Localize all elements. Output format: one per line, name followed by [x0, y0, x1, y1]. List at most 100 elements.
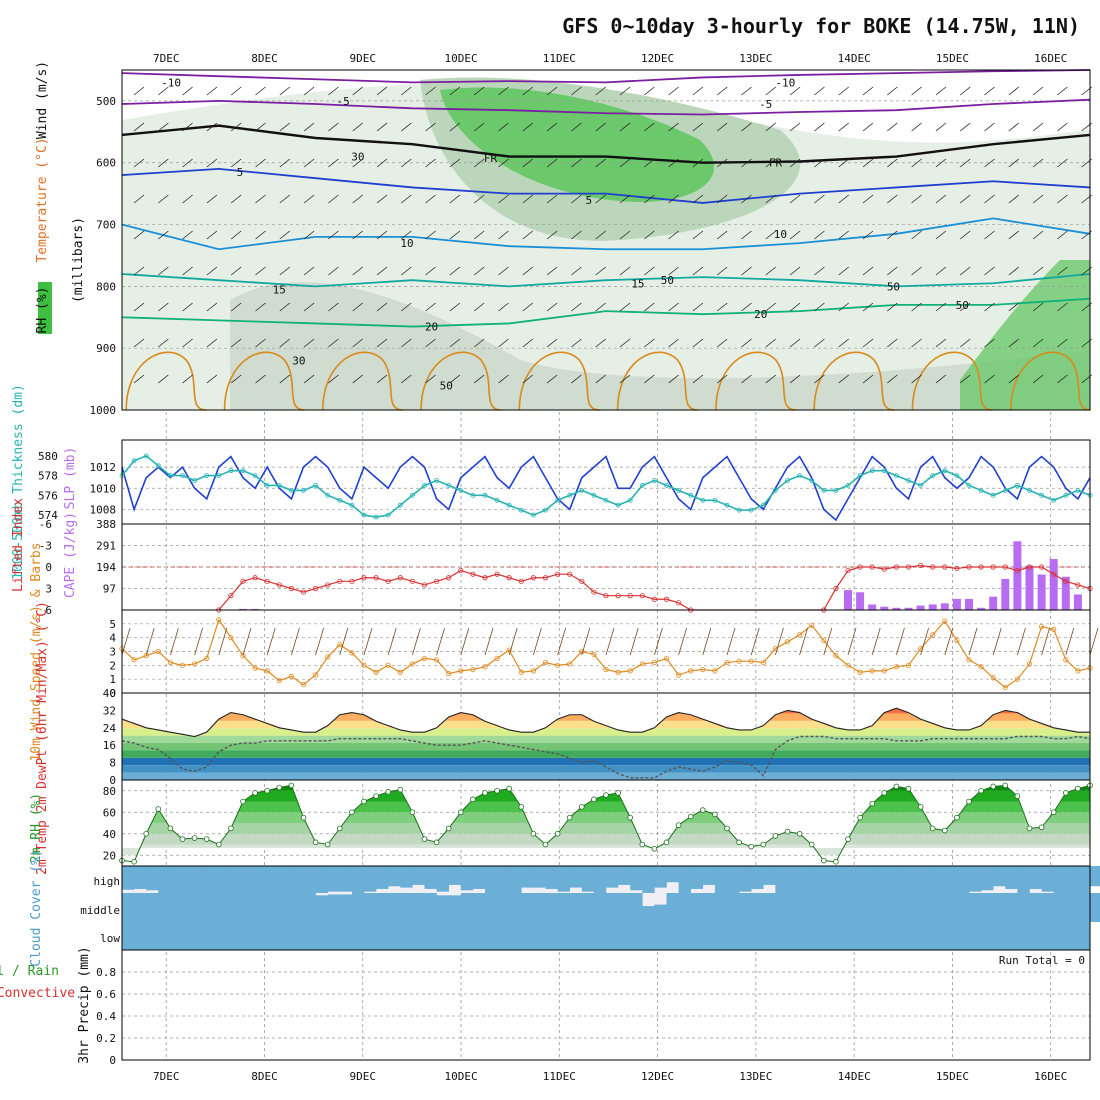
wind-barb — [546, 86, 558, 96]
thickness-point — [797, 473, 802, 479]
y-tick-pressure: 600 — [96, 157, 116, 170]
temp-ylabel: 2m Temp 2m DewPt (6hr Min/Max) (°C) — [35, 601, 50, 875]
temp-tick: 32 — [103, 704, 116, 717]
thickness-tick: 576 — [38, 489, 58, 502]
cloud-high-bar — [376, 866, 389, 889]
wind-speed-point — [821, 637, 827, 644]
wind-speed-point — [1039, 623, 1045, 630]
wind-barb — [716, 158, 728, 168]
contour-label: 50 — [440, 379, 453, 392]
rh-point — [203, 836, 210, 842]
cloud-middle-bar — [279, 893, 292, 922]
wind-barb — [425, 230, 436, 240]
surface-wind-barb — [484, 627, 494, 656]
wind-barb — [206, 302, 218, 312]
wind-barb — [376, 302, 388, 312]
thickness-point — [373, 514, 379, 520]
wind-barb — [133, 86, 145, 96]
isotherm-15 — [121, 273, 1091, 288]
cape-bar — [928, 604, 937, 610]
lifted-index-point — [833, 585, 839, 592]
wind-barb — [765, 338, 777, 348]
wind-barb — [133, 302, 145, 312]
lifted-index-point — [482, 575, 488, 581]
surface-wind-barb — [992, 627, 1002, 656]
wind-barb — [984, 302, 995, 312]
surface-wind-barb — [460, 627, 470, 656]
cloud-high-bar — [969, 866, 982, 892]
wind-barb — [862, 302, 874, 312]
rh-point — [699, 807, 706, 813]
lifted-index-point — [1051, 571, 1057, 577]
wind-barb — [158, 338, 169, 348]
thickness-point — [494, 497, 500, 503]
rh-point — [663, 839, 670, 846]
temp-tick: 40 — [103, 687, 116, 700]
lifted-index-point — [240, 578, 246, 584]
cloud-high-bar — [872, 866, 885, 893]
cloud-high-bar — [351, 866, 365, 893]
surface-wind-barb — [412, 627, 421, 656]
wind-speed-point — [276, 677, 282, 684]
wind-barb — [668, 122, 679, 132]
wind-barb — [352, 86, 363, 96]
cape-ylabel: CAPE (J/kg) — [63, 512, 78, 598]
lifted-index-point — [494, 571, 500, 577]
cloud-high-bar — [122, 866, 135, 890]
wind-barb — [716, 374, 728, 384]
wind-barb — [887, 122, 898, 132]
rh-point — [494, 787, 500, 794]
rh-point — [675, 822, 682, 828]
wind-barb — [498, 194, 509, 204]
wind-barb — [473, 122, 485, 132]
wind-barb — [571, 374, 582, 384]
wind-speed-point — [700, 666, 706, 673]
wind-tick: 5 — [109, 618, 116, 631]
rh-point — [1026, 825, 1033, 832]
wind-barb — [765, 158, 777, 168]
wind-barb — [546, 122, 558, 132]
upper-ylabel: Temperature (°C) — [35, 137, 50, 262]
wind-barb — [814, 266, 825, 276]
thickness-point — [1015, 483, 1020, 488]
thickness-point — [167, 473, 173, 479]
rh-point — [409, 809, 416, 816]
panel-frame-precip — [121, 949, 1091, 1061]
surface-wind-barb — [799, 627, 808, 656]
cape-bar — [1073, 594, 1082, 610]
wind-speed-point — [942, 618, 948, 624]
rh-point — [433, 839, 440, 846]
wind-barb — [230, 266, 242, 276]
lifted-index-point — [228, 593, 234, 599]
wind-speed-point — [627, 668, 633, 674]
wind-barb — [789, 194, 801, 204]
surface-wind-barb — [847, 627, 857, 656]
wind-barb — [182, 86, 193, 96]
thickness-point — [918, 483, 923, 488]
wind-barb — [279, 374, 291, 384]
cape-bar — [904, 607, 913, 610]
wind-barb — [741, 302, 752, 312]
cloud-high-bar — [823, 866, 837, 893]
wind-barb — [425, 374, 436, 384]
rh-tick: 20 — [103, 849, 116, 862]
wind-barb — [473, 230, 485, 240]
rh-point — [276, 784, 283, 791]
wind-barb — [1032, 266, 1044, 276]
contour-label: 15 — [631, 277, 644, 290]
rh-point — [191, 835, 198, 841]
wind-barb — [935, 158, 947, 168]
temp-tick: 8 — [109, 757, 116, 770]
cloud-level-label: low — [100, 932, 120, 945]
cape-tick: 194 — [96, 561, 116, 574]
wind-barb — [571, 266, 582, 276]
wind-barb — [619, 266, 631, 276]
thickness-point — [349, 502, 355, 508]
wind-barb — [984, 86, 995, 96]
thickness-point — [676, 487, 681, 493]
rh-point — [252, 790, 258, 796]
cloud-high-bar — [932, 866, 946, 893]
cloud-middle-bar — [1005, 893, 1018, 922]
boundary-contour — [420, 351, 502, 411]
lifted-tick: 6 — [45, 604, 52, 617]
